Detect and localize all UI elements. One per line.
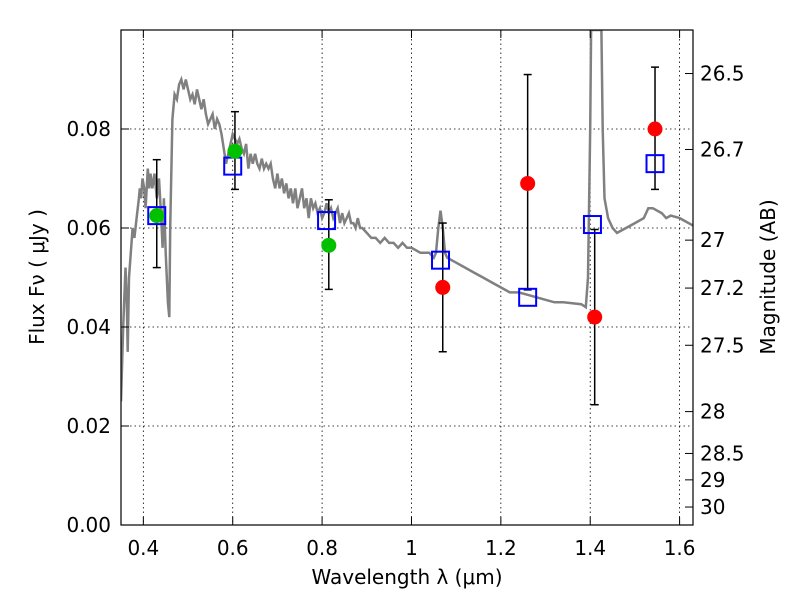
mag-tick-label-3: 27.2: [700, 276, 745, 300]
y-tick-label-2: 0.04: [66, 315, 111, 339]
x-axis-label: Wavelength λ (μm): [311, 565, 502, 589]
x-tick-label-1: 0.6: [217, 536, 249, 560]
x-tick-label-4: 1.2: [485, 536, 517, 560]
y-tick-label-3: 0.06: [66, 216, 111, 240]
mag-tick-label-6: 28.5: [700, 441, 745, 465]
plot-area: [121, 30, 693, 406]
y-axis-label: Flux Fν ( μJy ): [25, 209, 49, 345]
circle-marker-1: [227, 143, 243, 159]
y2-axis-label: Magnitude (AB): [756, 199, 780, 354]
y-tick-label-4: 0.08: [66, 117, 111, 141]
mag-tick-label-1: 26.7: [700, 137, 745, 161]
mag-tick-label-8: 30: [700, 495, 725, 519]
axis-ticks: [121, 30, 693, 526]
mag-tick-label-2: 27: [700, 228, 725, 252]
x-tick-label-0: 0.4: [127, 536, 159, 560]
circle-marker-0: [435, 279, 451, 295]
square-marker-6: [645, 154, 665, 174]
circle-marker-2: [587, 309, 603, 325]
x-tick-label-3: 1: [405, 536, 418, 560]
tick-labels: 0.4 0.6 0.8 1 1.2 1.4 1.6 0.00 0.02 0.04 0.06 0.08 2…: [66, 62, 744, 560]
square-marker-4: [518, 287, 538, 307]
mag-tick-label-7: 29: [700, 468, 725, 492]
mag-tick-label-5: 28: [700, 400, 725, 424]
data-markers: [147, 121, 665, 325]
mag-tick-label-4: 27.5: [700, 333, 745, 357]
circle-marker-3: [647, 121, 663, 137]
y-tick-label-1: 0.02: [66, 414, 111, 438]
square-marker-3: [431, 250, 451, 270]
circle-marker-0: [149, 208, 165, 224]
x-tick-label-5: 1.4: [574, 536, 606, 560]
circle-marker-1: [520, 175, 536, 191]
square-marker-0: [147, 206, 167, 226]
grid: [121, 30, 693, 526]
mag-tick-label-0: 26.5: [700, 62, 745, 86]
x-tick-label-2: 0.8: [306, 536, 338, 560]
square-marker-5: [582, 215, 602, 235]
circle-marker-2: [321, 237, 337, 253]
square-marker-2: [317, 211, 337, 231]
error-bars: [152, 66, 660, 406]
y-tick-label-0: 0.00: [66, 513, 111, 537]
x-tick-label-6: 1.6: [664, 536, 696, 560]
plot-frame: [120, 29, 694, 526]
model-spectrum-line: [121, 30, 693, 402]
